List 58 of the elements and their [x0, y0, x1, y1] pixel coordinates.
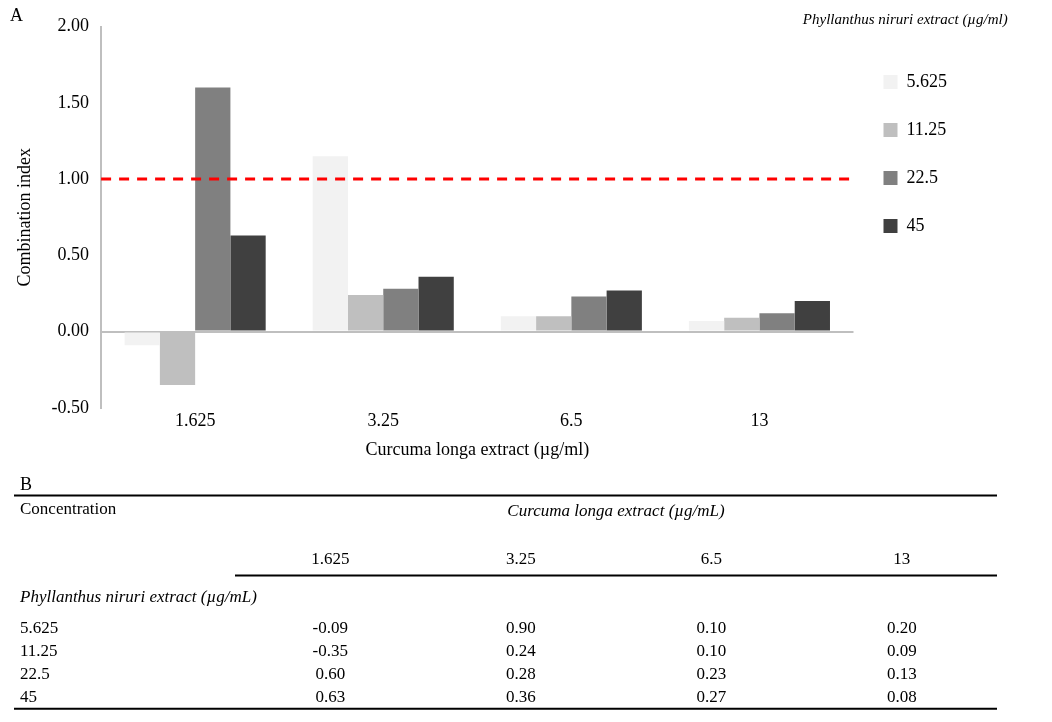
data-label: 0.60: [315, 664, 346, 684]
data-label: 0.63: [315, 686, 346, 706]
y-tick-label: 1.50: [57, 91, 90, 112]
y-tick-label: 45: [20, 686, 37, 706]
data-label: 0.09: [886, 641, 917, 661]
y-tick-label: 22.5: [20, 664, 50, 684]
data-label: 0.20: [886, 618, 917, 638]
data-label: 0.23: [696, 664, 727, 684]
y-axis-title: Phyllanthus niruri extract (µg/mL): [19, 587, 258, 607]
data-label: 0.90: [505, 618, 536, 638]
bar: [230, 235, 266, 331]
y-tick-label: 5.625: [20, 618, 59, 638]
bar: [124, 332, 160, 346]
legend-label: 11.25: [906, 118, 947, 139]
text: Concentration: [20, 499, 117, 519]
data-label: 0.10: [696, 641, 727, 661]
data-label: 0.28: [505, 664, 536, 684]
data-label: -0.35: [312, 641, 348, 661]
data-label: 0.13: [886, 664, 917, 684]
bar: [418, 276, 454, 331]
x-tick-label: 6.5: [700, 548, 722, 568]
x-tick-label: 13: [750, 410, 769, 431]
bar: [312, 156, 348, 331]
y-tick-label: -0.50: [51, 396, 90, 417]
x-tick-label: 1.625: [174, 410, 216, 431]
bar: [606, 290, 642, 331]
chart-title: A: [10, 4, 23, 25]
y-tick-label: 2.00: [57, 15, 90, 36]
x-tick-label: 6.5: [560, 410, 583, 431]
bar: [383, 288, 419, 331]
bar: [794, 301, 830, 331]
x-tick-label: 1.625: [311, 548, 350, 568]
data-label: 0.08: [886, 686, 917, 706]
y-tick-label: 1.00: [57, 167, 90, 188]
x-axis-title: Curcuma longa extract (µg/ml): [365, 438, 590, 460]
bar: [195, 87, 231, 331]
y-tick-label: 0.00: [57, 320, 90, 341]
legend-label: 45: [906, 214, 925, 235]
x-tick-label: 3.25: [505, 548, 536, 568]
y-axis-title: Combination index: [13, 147, 34, 287]
legend-title: Phyllanthus niruri extract (µg/ml): [801, 11, 1008, 29]
data-label: 0.27: [696, 686, 727, 706]
bar: [571, 296, 607, 331]
y-tick-label: 0.50: [57, 244, 90, 265]
bar: [688, 320, 725, 331]
x-tick-label: 3.25: [367, 410, 399, 431]
data-label: -0.09: [312, 618, 348, 638]
x-tick-label: 13: [893, 548, 911, 568]
data-label: 0.10: [696, 618, 727, 638]
x-axis-title: Curcuma longa extract (µg/mL): [507, 501, 726, 521]
data-label: 0.24: [505, 641, 537, 661]
legend-label: 5.625: [906, 70, 947, 91]
text: B: [20, 473, 33, 494]
bar: [500, 316, 537, 331]
bar: [759, 313, 795, 331]
y-tick-label: 11.25: [20, 641, 58, 661]
data-label: 0.36: [505, 686, 536, 706]
legend-label: 22.5: [906, 166, 938, 187]
